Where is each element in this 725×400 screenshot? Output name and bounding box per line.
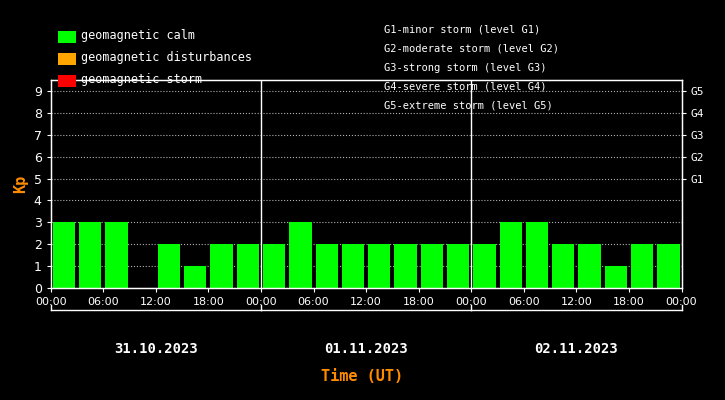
Bar <box>605 266 627 288</box>
Text: geomagnetic calm: geomagnetic calm <box>81 30 195 42</box>
Text: Time (UT): Time (UT) <box>321 369 404 384</box>
Bar <box>368 244 391 288</box>
Text: G4-severe storm (level G4): G4-severe storm (level G4) <box>384 81 547 91</box>
Bar <box>263 244 286 288</box>
Bar <box>210 244 233 288</box>
Text: G3-strong storm (level G3): G3-strong storm (level G3) <box>384 62 547 72</box>
Bar <box>394 244 417 288</box>
Bar <box>526 222 548 288</box>
Bar <box>236 244 259 288</box>
Text: 31.10.2023: 31.10.2023 <box>114 342 198 356</box>
Bar <box>289 222 312 288</box>
Bar <box>657 244 679 288</box>
Text: G1-minor storm (level G1): G1-minor storm (level G1) <box>384 25 541 35</box>
Bar <box>341 244 364 288</box>
Bar <box>473 244 496 288</box>
Bar <box>631 244 653 288</box>
Text: G5-extreme storm (level G5): G5-extreme storm (level G5) <box>384 100 553 110</box>
Bar <box>315 244 338 288</box>
Bar <box>447 244 469 288</box>
Bar <box>184 266 207 288</box>
Text: geomagnetic disturbances: geomagnetic disturbances <box>81 52 252 64</box>
Bar <box>579 244 601 288</box>
Bar <box>158 244 181 288</box>
Bar <box>420 244 443 288</box>
Bar <box>79 222 102 288</box>
Text: 01.11.2023: 01.11.2023 <box>324 342 408 356</box>
Bar <box>105 222 128 288</box>
Text: 02.11.2023: 02.11.2023 <box>534 342 618 356</box>
Bar <box>500 222 522 288</box>
Bar <box>552 244 574 288</box>
Text: geomagnetic storm: geomagnetic storm <box>81 74 202 86</box>
Y-axis label: Kp: Kp <box>13 175 28 193</box>
Bar <box>53 222 75 288</box>
Text: G2-moderate storm (level G2): G2-moderate storm (level G2) <box>384 44 559 54</box>
